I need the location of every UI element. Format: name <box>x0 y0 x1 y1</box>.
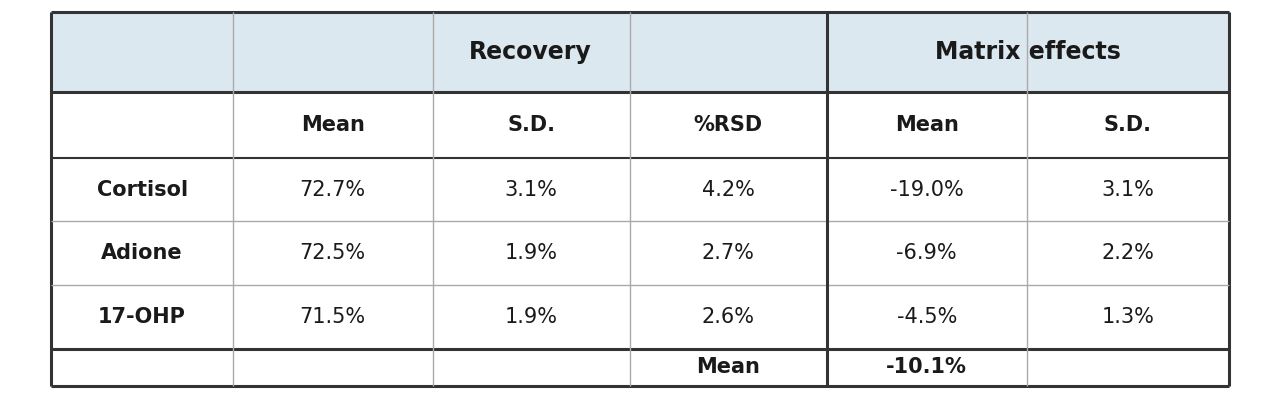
Bar <box>630 349 827 386</box>
Bar <box>233 285 433 349</box>
Text: S.D.: S.D. <box>1103 115 1152 135</box>
Text: Adione: Adione <box>101 243 183 263</box>
Bar <box>1027 349 1229 386</box>
Text: 3.1%: 3.1% <box>504 179 558 200</box>
Text: 71.5%: 71.5% <box>300 307 366 327</box>
Bar <box>233 221 433 285</box>
Bar <box>51 12 233 92</box>
Bar <box>827 158 1027 221</box>
Text: Mean: Mean <box>696 357 760 377</box>
Bar <box>51 92 233 158</box>
Bar <box>827 349 1027 386</box>
Bar <box>233 158 433 221</box>
Bar <box>433 285 630 349</box>
Text: 2.6%: 2.6% <box>701 307 755 327</box>
Bar <box>630 221 827 285</box>
Bar <box>630 158 827 221</box>
Bar <box>1027 221 1229 285</box>
Bar <box>827 92 1027 158</box>
Bar <box>630 92 827 158</box>
Text: 1.9%: 1.9% <box>504 243 558 263</box>
Bar <box>1027 285 1229 349</box>
Bar <box>827 349 1027 386</box>
Text: Cortisol: Cortisol <box>96 179 188 200</box>
Text: 72.7%: 72.7% <box>300 179 366 200</box>
Text: 3.1%: 3.1% <box>1101 179 1155 200</box>
Bar <box>1027 158 1229 221</box>
Bar <box>630 285 827 349</box>
Bar <box>433 221 630 285</box>
Text: 72.5%: 72.5% <box>300 243 366 263</box>
Text: -4.5%: -4.5% <box>896 307 957 327</box>
Text: S.D.: S.D. <box>507 115 556 135</box>
Text: 4.2%: 4.2% <box>701 179 755 200</box>
Text: 2.7%: 2.7% <box>701 243 755 263</box>
Bar <box>233 92 433 158</box>
Bar <box>233 349 433 386</box>
Text: -10.1%: -10.1% <box>886 357 968 377</box>
Bar <box>51 221 233 285</box>
Bar <box>827 12 1229 92</box>
Bar <box>827 221 1027 285</box>
Text: Matrix effects: Matrix effects <box>934 40 1121 64</box>
Bar <box>1027 92 1229 158</box>
Bar <box>233 12 827 92</box>
Text: 2.2%: 2.2% <box>1101 243 1155 263</box>
Bar <box>433 158 630 221</box>
Bar <box>827 285 1027 349</box>
Text: Mean: Mean <box>301 115 365 135</box>
Bar <box>51 158 233 221</box>
Bar <box>51 285 233 349</box>
Text: -6.9%: -6.9% <box>896 243 957 263</box>
Text: Recovery: Recovery <box>468 40 591 64</box>
Text: -19.0%: -19.0% <box>890 179 964 200</box>
Text: 1.9%: 1.9% <box>504 307 558 327</box>
Text: %RSD: %RSD <box>694 115 763 135</box>
Text: Mean: Mean <box>895 115 959 135</box>
Bar <box>630 349 827 386</box>
Text: 17-OHP: 17-OHP <box>99 307 186 327</box>
Bar <box>51 349 233 386</box>
Text: 1.3%: 1.3% <box>1101 307 1155 327</box>
Bar <box>433 349 630 386</box>
Bar <box>433 92 630 158</box>
